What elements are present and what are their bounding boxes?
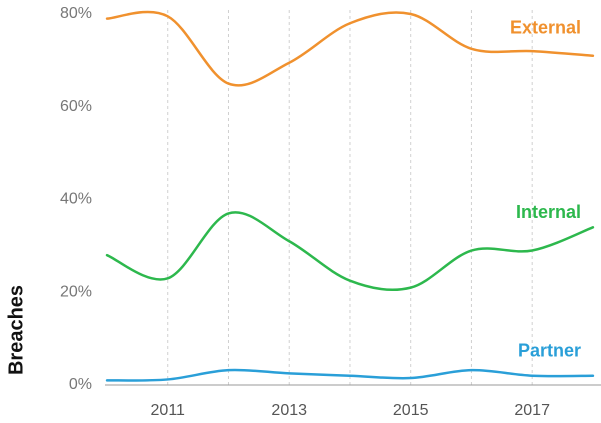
series-line bbox=[105, 368, 595, 382]
y-tick-label: 40% bbox=[60, 191, 92, 208]
x-tick-label: 2011 bbox=[151, 402, 186, 419]
y-tick-label: 0% bbox=[69, 376, 92, 393]
x-tick-label: 2017 bbox=[514, 402, 550, 419]
series-label: External bbox=[510, 17, 581, 37]
series-line bbox=[105, 10, 595, 87]
x-tick-label: 2013 bbox=[271, 402, 307, 419]
series-line bbox=[105, 211, 595, 291]
y-axis-label: Breaches bbox=[5, 285, 27, 375]
y-tick-label: 80% bbox=[60, 5, 92, 22]
y-tick-label: 60% bbox=[60, 98, 92, 115]
series-label: Partner bbox=[518, 340, 581, 360]
y-tick-label: 20% bbox=[60, 283, 92, 300]
x-tick-label: 2015 bbox=[393, 402, 429, 419]
series-label: Internal bbox=[516, 202, 581, 222]
